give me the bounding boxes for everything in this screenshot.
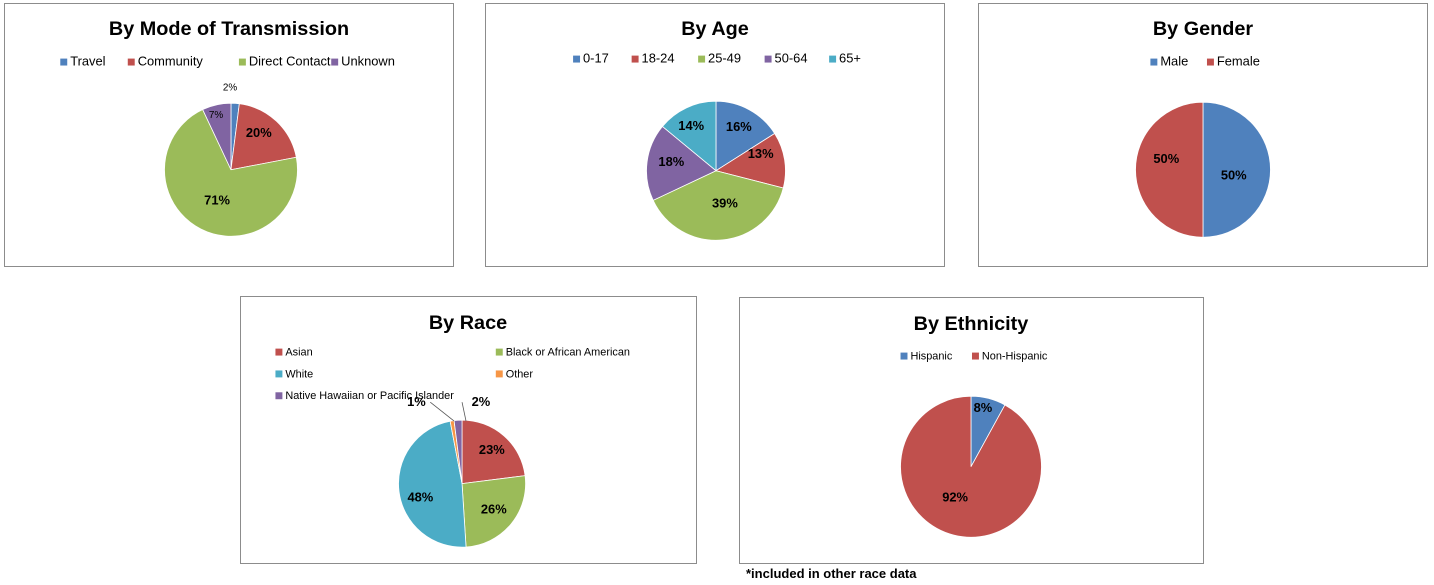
pie-slice-community [230,103,297,171]
legend-label-65: 65+ [839,51,861,66]
legend-swatch-25-49 [698,55,706,63]
data-label-travel: 2% [223,82,238,93]
legend-label-25-49: 25-49 [708,51,741,66]
pie-chart-age: By Age 0-17 18-24 25-49 50-64 65+ 16% 13% 39% 18%… [573,18,861,241]
pie-chart-gender: By Gender Male Female 50% 50% [1135,18,1271,238]
pie-slice-0-17 [715,100,776,172]
leader-line [430,401,455,422]
footnote: *included in other race data [746,566,917,581]
pie-slice-female [1135,101,1204,238]
leader-line [461,402,467,422]
legend-label-direct-contact: Direct Contact [249,54,331,69]
chart-panel-transmission: By Mode of Transmission Travel Community Di… [4,3,454,267]
data-label-25-49: 39% [712,195,738,210]
legend-swatch-non-hispanic [971,352,979,360]
legend-swatch-other [495,370,503,378]
pie-slice-65 [661,100,717,172]
legend-swatch-travel [60,58,68,66]
legend-swatch-direct-contact [238,58,246,66]
pie-slice-white [398,420,467,548]
data-label-0-17: 16% [726,119,752,134]
legend-swatch-native-hawaiian-or-pacific-islander [275,392,283,400]
legend-label-male: Male [1160,54,1188,69]
legend-swatch-white [275,370,283,378]
data-label-native-hawaiian-or-pacific-islander: 2% [472,394,491,409]
pie-slice-25-49 [652,170,784,241]
legend-label-50-64: 50-64 [775,51,808,66]
pie-chart-race: By Race Asian Black or African American Whi… [275,312,630,548]
pie-chart-transmission: By Mode of Transmission Travel Community Di… [60,18,395,237]
legend-label-18-24: 18-24 [642,51,675,66]
legend-swatch-18-24 [631,55,639,63]
legend-label-black-or-african-american: Black or African American [506,347,630,359]
legend-swatch-50-64 [764,55,772,63]
chart-panel-race: By Race Asian Black or African American Whi… [240,296,697,564]
data-label-other: 1% [407,394,426,409]
data-label-male: 50% [1221,168,1247,183]
legend-swatch-asian [275,348,283,356]
chart-title: By Race [429,312,507,334]
chart-title: By Age [681,18,749,40]
pie-slice-non-hispanic [900,395,1042,538]
data-label-50-64: 18% [658,154,684,169]
data-label-white: 48% [407,489,433,504]
chart-title: By Gender [1153,18,1254,40]
pie-slice-unknown [202,102,232,170]
chart-panel-age: By Age 0-17 18-24 25-49 50-64 65+ 16% 13% 39% 18%… [485,3,945,267]
data-label-non-hispanic: 92% [942,489,968,504]
legend-label-native-hawaiian-or-pacific-islander: Native Hawaiian or Pacific Islander [285,390,454,402]
legend-label-asian: Asian [285,347,312,359]
data-label-direct-contact: 71% [204,192,230,207]
legend-label-non-hispanic: Non-Hispanic [982,351,1048,363]
pie-slice-male [1202,101,1271,238]
data-label-hispanic: 8% [974,400,993,415]
data-label-female: 50% [1153,151,1179,166]
chart-title: By Mode of Transmission [109,18,349,40]
data-label-65: 14% [678,118,704,133]
legend-label-hispanic: Hispanic [910,351,952,363]
pie-slice-black-or-african-american [461,475,526,548]
data-label-unknown: 7% [209,110,224,121]
legend-label-white: White [285,368,313,380]
legend-label-travel: Travel [70,54,105,69]
chart-panel-ethnicity: By Ethnicity Hispanic Non-Hispanic 8% 92% [739,297,1204,564]
legend-swatch-unknown [331,58,339,66]
pie-slice-direct-contact [164,109,298,237]
chart-panel-gender: By Gender Male Female 50% 50% [978,3,1428,267]
legend-label-other: Other [506,368,534,380]
legend-swatch-black-or-african-american [495,348,503,356]
data-label-community: 20% [246,125,272,140]
data-label-18-24: 13% [748,146,774,161]
data-label-asian: 23% [479,442,505,457]
data-label-black-or-african-american: 26% [481,501,507,516]
legend-swatch-65 [829,55,837,63]
legend-label-community: Community [138,54,204,69]
pie-chart-ethnicity: By Ethnicity Hispanic Non-Hispanic 8% 92% [900,313,1048,538]
legend-label-female: Female [1217,54,1260,69]
pie-slice-asian [461,419,526,485]
chart-title: By Ethnicity [914,313,1029,335]
pie-slice-50-64 [646,125,717,201]
legend-swatch-0-17 [573,55,581,63]
legend-label-unknown: Unknown [341,54,395,69]
legend-swatch-hispanic [900,352,908,360]
legend-swatch-community [127,58,135,66]
legend-swatch-male [1150,58,1158,66]
legend-swatch-female [1206,58,1214,66]
pie-slice-18-24 [715,132,786,189]
legend-label-0-17: 0-17 [583,51,609,66]
